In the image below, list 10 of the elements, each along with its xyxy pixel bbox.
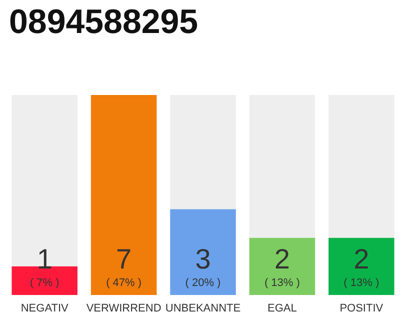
chart-title: 0894588295 [9,3,198,41]
x-tick-label: EGAL [268,302,297,314]
data-label: 7 ( 47% ) [106,244,142,289]
data-label: 2 ( 13% ) [264,244,300,289]
x-tick-label: VERWIRREND [86,302,162,314]
x-tick-label: POSITIV [340,302,384,314]
data-label: 3 ( 20% ) [185,244,221,289]
x-tick-label: NEGATIV [20,302,69,314]
x-tick-label: UNBEKANNTE [165,302,241,314]
data-label: 2 ( 13% ) [344,244,380,289]
